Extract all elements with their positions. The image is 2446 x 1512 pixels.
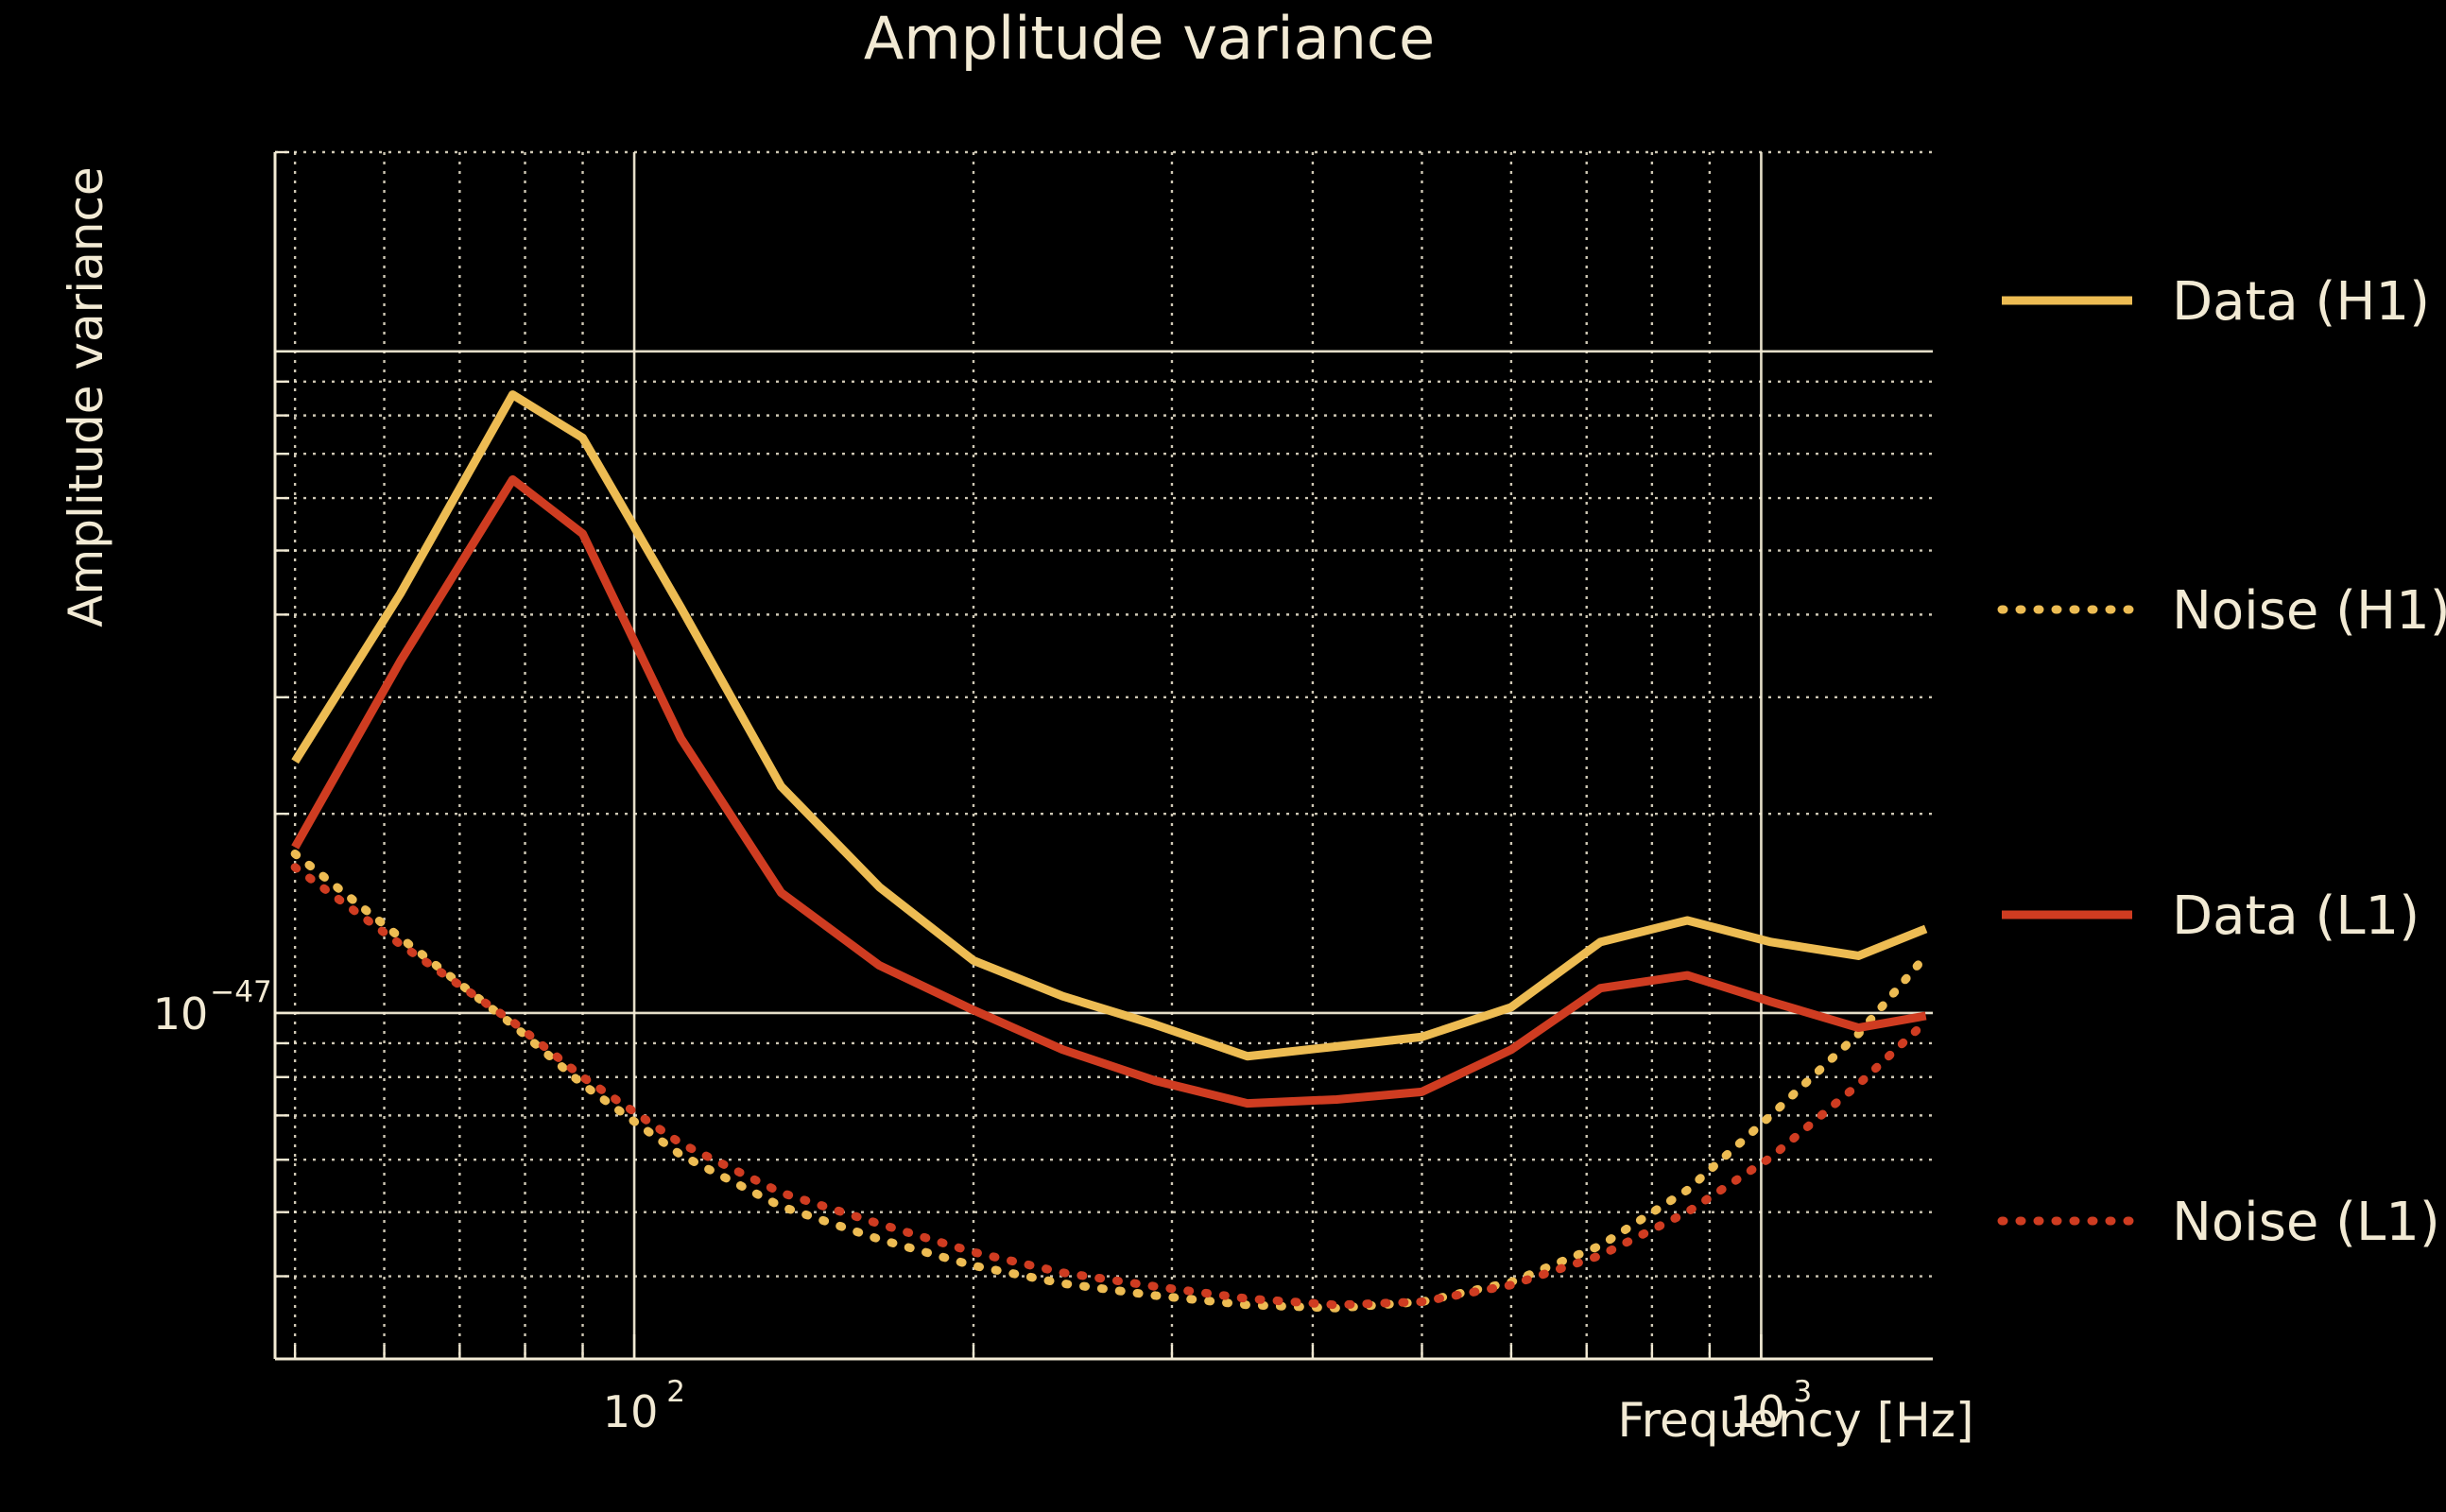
chart-legend: Data (H1) Noise (H1) Data (L1) Noise (L1) — [1997, 271, 2446, 1253]
y-tick-label: 10 −47 — [153, 975, 272, 1040]
y-axis-label: Amplitude variance — [59, 166, 113, 627]
x-tick-exponent: 2 — [666, 1375, 685, 1409]
legend-label: Noise (L1) — [2172, 1192, 2440, 1253]
legend-label: Noise (H1) — [2172, 580, 2446, 642]
legend-label: Data (L1) — [2172, 885, 2420, 947]
x-tick-mantissa: 10 — [1730, 1386, 1785, 1437]
legend-item-data-l1[interactable]: Data (L1) — [2002, 885, 2420, 947]
x-axis-label: Frequency [Hz] — [1617, 1393, 1973, 1448]
legend-item-noise-h1[interactable]: Noise (H1) — [1997, 580, 2446, 642]
data-series — [290, 390, 1931, 1313]
x-tick-label: 10 3 — [1730, 1375, 1812, 1437]
legend-item-data-h1[interactable]: Data (H1) — [2002, 271, 2430, 333]
series-line-noise-h1 — [290, 849, 1931, 1313]
x-tick-label: 10 2 — [603, 1375, 685, 1437]
axis-spines — [273, 152, 1933, 1361]
y-tick-labels: 10 −47 — [153, 975, 272, 1040]
y-tick-exponent: −47 — [210, 975, 271, 1009]
tick-marks — [275, 150, 1763, 1361]
x-tick-mantissa: 10 — [603, 1386, 659, 1437]
x-tick-exponent: 3 — [1794, 1375, 1813, 1409]
x-tick-labels: 10 2 10 3 — [603, 1375, 1812, 1437]
y-tick-mantissa: 10 — [153, 988, 209, 1040]
legend-item-noise-l1[interactable]: Noise (L1) — [1997, 1192, 2440, 1253]
series-line-noise-l1 — [290, 863, 1931, 1310]
series-line-data-h1 — [291, 390, 1928, 1061]
chart-title: Amplitude variance — [864, 4, 1435, 73]
series-line-data-l1 — [291, 474, 1927, 1108]
legend-label: Data (H1) — [2172, 271, 2430, 333]
